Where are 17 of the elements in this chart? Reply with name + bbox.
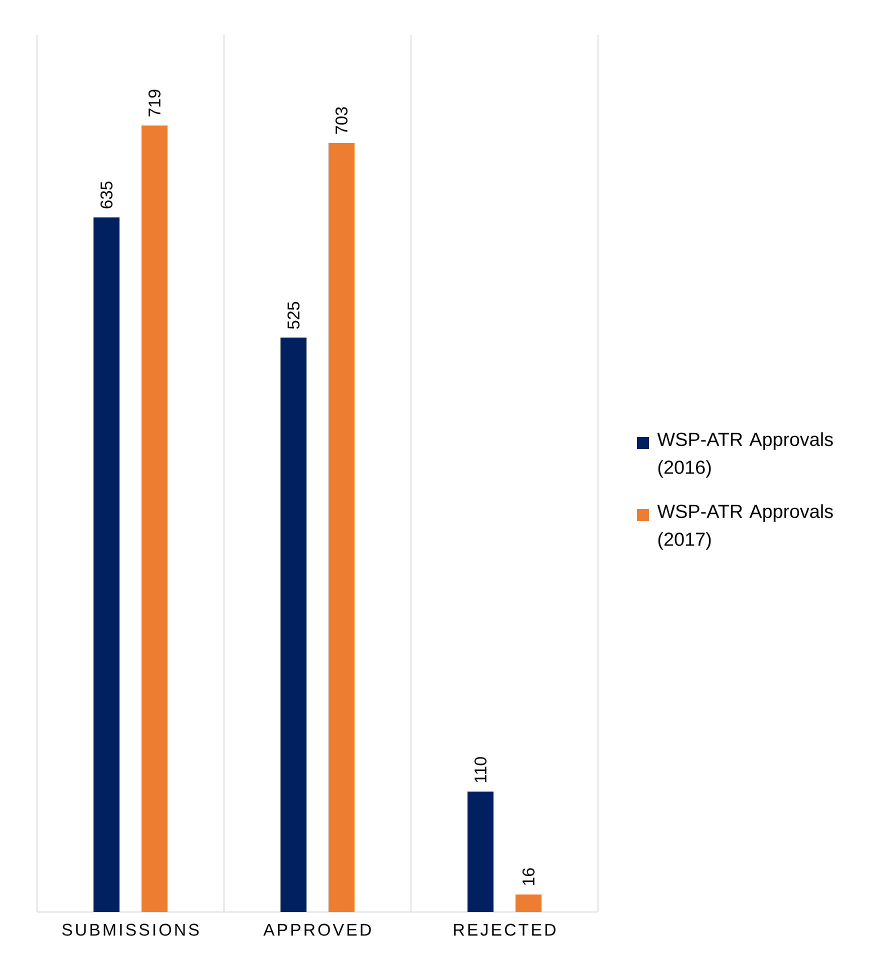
bar — [280, 338, 306, 912]
bar — [142, 125, 168, 912]
x-tick-label: SUBMISSIONS — [62, 924, 199, 936]
data-label: 16 — [522, 868, 535, 885]
bar — [328, 142, 355, 912]
x-tick-label: APPROVED — [263, 924, 371, 936]
bar — [468, 792, 494, 912]
data-label: 703 — [336, 107, 348, 134]
data-label: 719 — [148, 90, 161, 116]
legend-label: WSP-ATR Approvals (2016) — [657, 432, 833, 478]
bar — [94, 217, 120, 912]
data-label: 635 — [100, 182, 113, 208]
data-label: 525 — [288, 302, 300, 329]
data-label: 110 — [474, 757, 487, 782]
bar — [516, 894, 542, 912]
x-tick-label: REJECTED — [454, 924, 556, 936]
legend-label: WSP-ATR Approvals (2017) — [657, 504, 833, 550]
